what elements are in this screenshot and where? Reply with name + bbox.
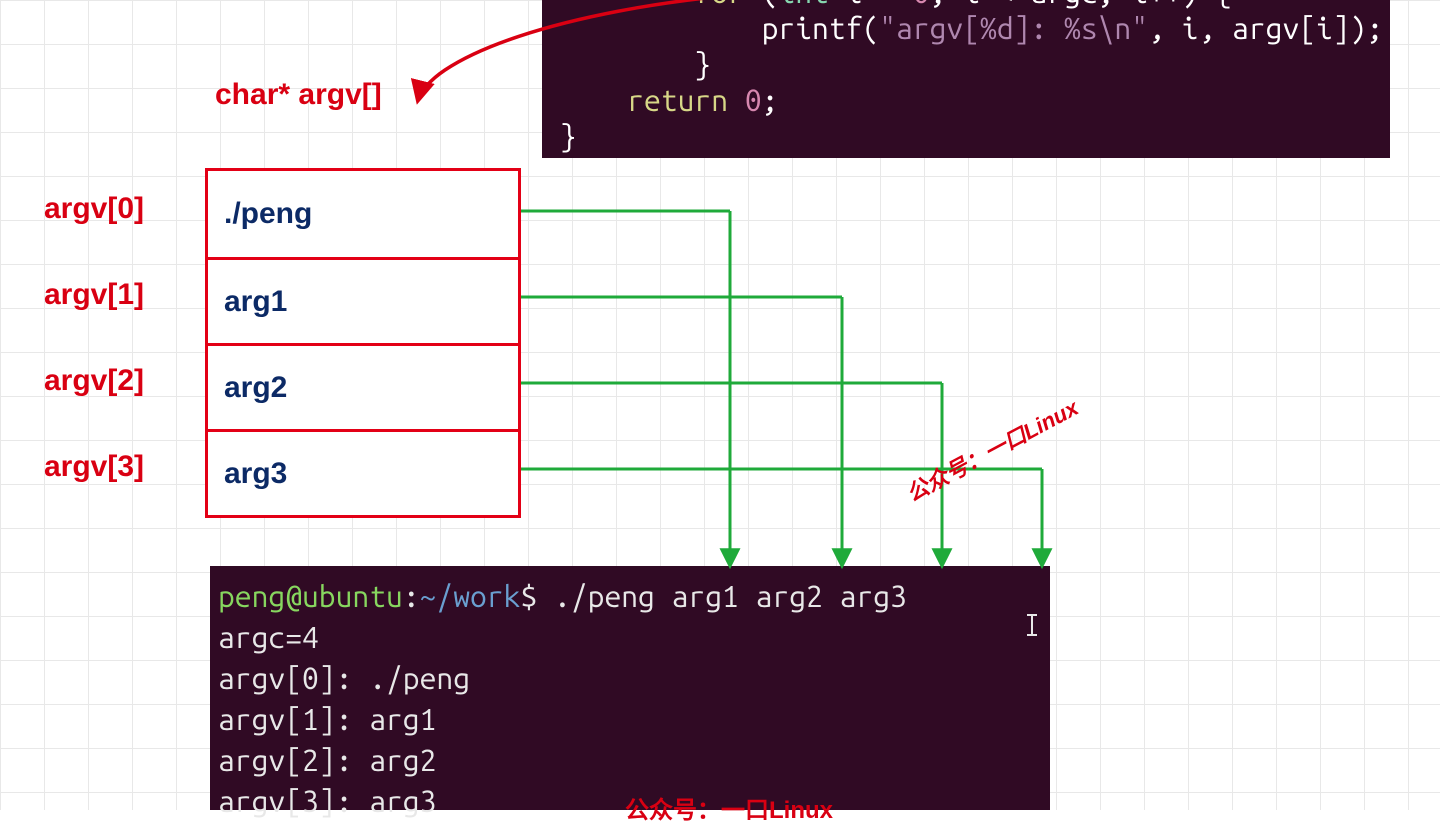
argv-cell: arg1 bbox=[208, 257, 518, 343]
argv-cell-value: arg2 bbox=[224, 371, 287, 405]
argv-cell: arg3 bbox=[208, 429, 518, 515]
argv-index-label: argv[3] bbox=[44, 450, 144, 484]
argv-table: ./peng arg1 arg2 arg3 bbox=[205, 168, 521, 518]
code-snippet: for (int i = 0; i < argc; i++) { printf(… bbox=[542, 0, 1390, 158]
argv-title: char* argv[] bbox=[215, 78, 382, 112]
watermark-bottom: 公众号：一口Linux bbox=[625, 790, 833, 825]
argv-cell-value: ./peng bbox=[224, 197, 312, 231]
argv-cell-value: arg1 bbox=[224, 285, 287, 319]
argv-index-label: argv[0] bbox=[44, 192, 144, 226]
argv-index-label: argv[2] bbox=[44, 364, 144, 398]
argv-cell-value: arg3 bbox=[224, 457, 287, 491]
argv-cell: arg2 bbox=[208, 343, 518, 429]
terminal-output: peng@ubuntu:~/work$ ./peng arg1 arg2 arg… bbox=[210, 566, 1050, 810]
argv-index-label: argv[1] bbox=[44, 278, 144, 312]
argv-cell: ./peng bbox=[208, 171, 518, 257]
